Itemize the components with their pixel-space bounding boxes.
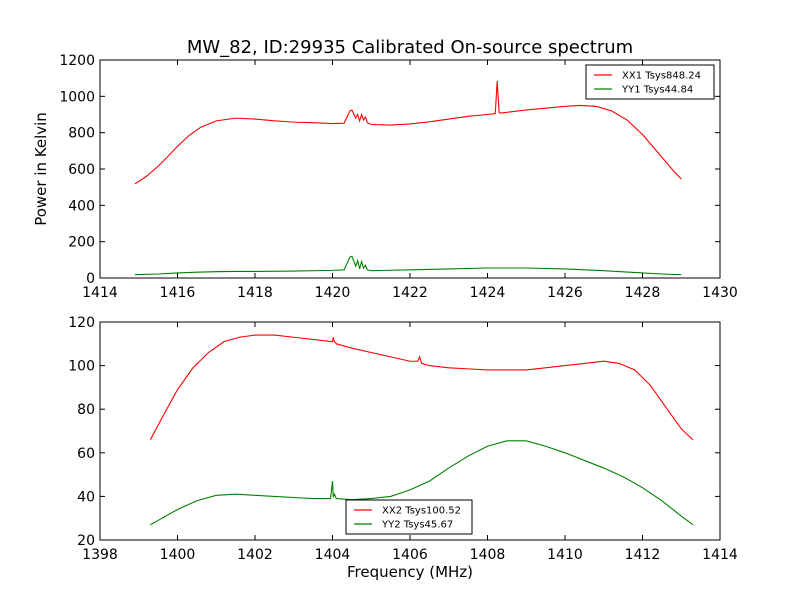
y-axis-label: Power in Kelvin	[32, 112, 50, 226]
bottom-subplot: 1398 1400 1402 1404 1406 1408 1410 1412 1414 20 40…	[68, 315, 738, 581]
series-line-xx2-tsys100-52	[149, 334, 694, 441]
legend-entry: YY1 Tsys44.84	[621, 85, 693, 96]
x-tick-label: 1424	[470, 285, 506, 301]
y-tick-label: 60	[77, 446, 95, 462]
y-tick-label: 40	[77, 489, 95, 505]
legend-box	[585, 64, 715, 100]
x-tick-label: 1414	[702, 547, 738, 563]
y-tick-label: 200	[68, 235, 95, 251]
x-tick-label: 1400	[160, 547, 196, 563]
y-tick-label: 80	[77, 402, 95, 418]
figure-title: MW_82, ID:29935 Calibrated On-source spe…	[187, 37, 633, 58]
y-tick-label: 1200	[59, 53, 95, 69]
series-line-yy1-tsys44-84	[134, 255, 682, 276]
top-subplot: 1414 1416 1418 1420 1422 1424 1426 1428 1430 0 200…	[32, 53, 738, 301]
x-tick-label: 1418	[237, 285, 273, 301]
x-tick-label: 1412	[625, 547, 661, 563]
x-tick-label: 1398	[82, 547, 118, 563]
y-tick-label: 1000	[59, 89, 95, 105]
legend: XX1 Tsys848.24 YY1 Tsys44.84	[585, 64, 715, 100]
x-tick-label: 1408	[470, 547, 506, 563]
y-tick-label: 100	[68, 359, 95, 375]
x-tick-label: 1420	[315, 285, 351, 301]
x-axis-label: Frequency (MHz)	[347, 563, 473, 581]
legend-box	[345, 499, 473, 535]
x-tick-label: 1428	[625, 285, 661, 301]
legend-entry: XX2 Tsys100.52	[382, 506, 461, 517]
y-tick-label: 600	[68, 162, 95, 178]
x-tick-label: 1404	[315, 547, 351, 563]
series-line-xx1-tsys848-24	[134, 80, 682, 185]
series-group	[134, 80, 682, 276]
y-tick-label: 0	[86, 271, 95, 287]
x-tick-label: 1422	[392, 285, 428, 301]
y-tick-label: 800	[68, 126, 95, 142]
x-tick-label: 1402	[237, 547, 273, 563]
x-tick-label: 1406	[392, 547, 428, 563]
x-tick-label: 1430	[702, 285, 738, 301]
x-tick-label: 1410	[547, 547, 583, 563]
legend-entry: YY2 Tsys45.67	[381, 520, 453, 531]
y-tick-label: 120	[68, 315, 95, 331]
x-tick-label: 1426	[547, 285, 583, 301]
x-tick-label: 1414	[82, 285, 118, 301]
y-tick-label: 20	[77, 533, 95, 549]
y-tick-label: 400	[68, 198, 95, 214]
legend: XX2 Tsys100.52 YY2 Tsys45.67	[345, 499, 473, 535]
series-line-yy2-tsys45-67	[150, 440, 694, 526]
x-tick-label: 1416	[160, 285, 196, 301]
legend-entry: XX1 Tsys848.24	[622, 71, 701, 82]
series-group	[149, 334, 694, 526]
